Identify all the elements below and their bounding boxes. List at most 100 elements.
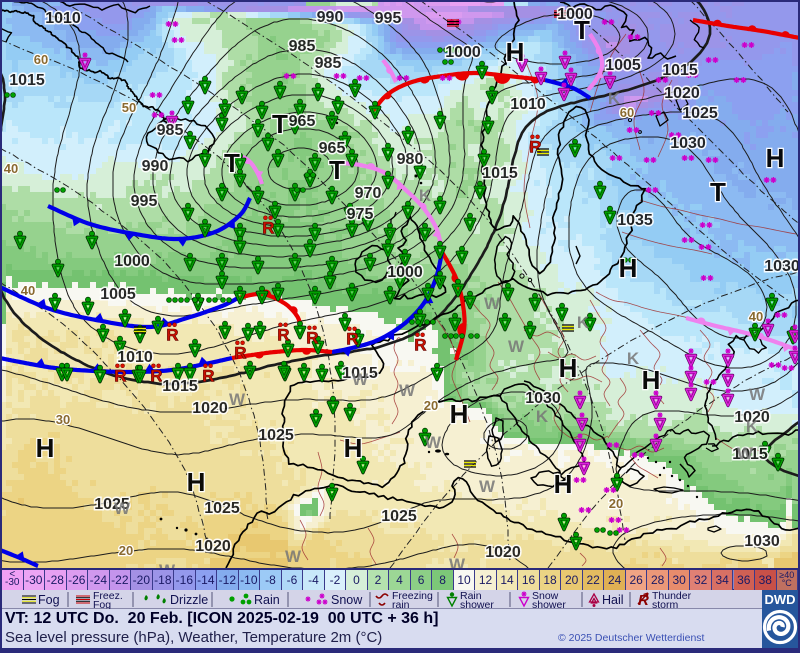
svg-text:40: 40 [21, 283, 35, 298]
svg-text:965: 965 [319, 140, 346, 157]
svg-text:1030: 1030 [670, 135, 706, 152]
svg-text:H: H [187, 467, 206, 497]
svg-text:40: 40 [749, 309, 763, 324]
svg-text:1020: 1020 [664, 85, 700, 102]
svg-text:Drizzle: Drizzle [170, 593, 208, 607]
svg-text:Rain: Rain [460, 590, 482, 602]
svg-text:985: 985 [157, 122, 184, 139]
svg-text:H: H [506, 37, 525, 67]
svg-text:1035: 1035 [617, 212, 653, 229]
svg-text:1025: 1025 [204, 500, 240, 517]
svg-text:1020: 1020 [195, 538, 231, 555]
svg-text:20: 20 [424, 398, 438, 413]
svg-text:1025: 1025 [94, 496, 130, 513]
svg-text:1015: 1015 [9, 72, 45, 89]
svg-text:Rain: Rain [254, 593, 280, 607]
svg-text:30: 30 [56, 412, 70, 427]
svg-text:985: 985 [315, 55, 342, 72]
svg-text:W: W [484, 294, 501, 313]
svg-text:Fog: Fog [93, 599, 111, 609]
svg-text:20: 20 [119, 543, 133, 558]
svg-text:Freez.: Freez. [93, 590, 123, 602]
svg-text:995: 995 [375, 10, 402, 27]
svg-text:T: T [224, 148, 240, 178]
svg-text:1015: 1015 [662, 62, 698, 79]
svg-text:Hail: Hail [602, 593, 624, 607]
svg-text:1015: 1015 [732, 446, 768, 463]
svg-text:K: K [627, 349, 640, 368]
svg-text:1010: 1010 [117, 349, 153, 366]
svg-text:K: K [746, 417, 759, 436]
svg-text:1015: 1015 [482, 165, 518, 182]
svg-text:40: 40 [4, 161, 18, 176]
svg-text:1030: 1030 [744, 533, 780, 550]
svg-text:H: H [36, 433, 55, 463]
svg-text:1030: 1030 [525, 390, 561, 407]
svg-text:1020: 1020 [192, 400, 228, 417]
svg-text:1020: 1020 [485, 544, 521, 561]
svg-text:W: W [399, 381, 416, 400]
svg-text:W: W [508, 337, 525, 356]
svg-text:H: H [559, 353, 578, 383]
svg-text:1000: 1000 [387, 264, 423, 281]
svg-text:H: H [619, 253, 638, 283]
svg-text:50: 50 [122, 100, 136, 115]
svg-text:Snow: Snow [532, 590, 559, 602]
svg-text:K: K [577, 313, 590, 332]
svg-text:H: H [344, 433, 363, 463]
svg-text:W: W [285, 547, 302, 566]
svg-text:975: 975 [347, 206, 374, 223]
svg-text:985: 985 [289, 38, 316, 55]
svg-text:990: 990 [317, 9, 344, 26]
svg-text:W: W [114, 499, 131, 518]
svg-text:H: H [554, 469, 573, 499]
svg-text:1000: 1000 [114, 253, 150, 270]
svg-text:shower: shower [532, 599, 566, 609]
svg-text:1000: 1000 [557, 6, 593, 23]
svg-text:1025: 1025 [258, 427, 294, 444]
svg-text:1030: 1030 [764, 258, 800, 275]
svg-text:1010: 1010 [45, 10, 81, 27]
svg-text:60: 60 [34, 52, 48, 67]
svg-text:W: W [425, 433, 442, 452]
svg-text:shower: shower [460, 599, 494, 609]
svg-text:W: W [352, 370, 369, 389]
svg-text:K: K [608, 89, 621, 108]
svg-text:T: T [574, 15, 590, 45]
svg-text:20: 20 [609, 496, 623, 511]
svg-text:Fog: Fog [38, 593, 60, 607]
svg-text:W: W [749, 385, 766, 404]
svg-text:995: 995 [131, 193, 158, 210]
svg-text:965: 965 [289, 113, 316, 130]
svg-text:T: T [272, 109, 288, 139]
svg-text:1015: 1015 [162, 378, 198, 395]
svg-text:1005: 1005 [605, 57, 641, 74]
svg-text:K: K [536, 407, 549, 426]
svg-text:1005: 1005 [100, 286, 136, 303]
svg-text:1020: 1020 [734, 409, 770, 426]
svg-text:W: W [479, 477, 496, 496]
svg-text:Snow: Snow [331, 593, 363, 607]
svg-text:W: W [229, 390, 246, 409]
svg-text:1010: 1010 [510, 96, 546, 113]
svg-text:rain: rain [392, 599, 410, 609]
svg-text:R: R [638, 592, 649, 609]
svg-text:Freezing: Freezing [392, 590, 433, 602]
svg-text:H: H [450, 399, 469, 429]
svg-text:T: T [710, 177, 726, 207]
svg-text:H: H [642, 365, 661, 395]
svg-text:980: 980 [397, 151, 424, 168]
svg-text:970: 970 [355, 185, 382, 202]
svg-text:H: H [766, 143, 785, 173]
svg-text:Thunder: Thunder [652, 590, 692, 602]
svg-text:T: T [329, 155, 345, 185]
svg-text:W: W [737, 444, 754, 463]
svg-text:W: W [159, 561, 176, 568]
svg-text:1025: 1025 [682, 105, 718, 122]
svg-text:1000: 1000 [445, 44, 481, 61]
svg-text:60: 60 [620, 105, 634, 120]
svg-text:K: K [419, 186, 432, 205]
svg-text:storm: storm [652, 599, 679, 609]
svg-text:990: 990 [142, 158, 169, 175]
svg-text:1025: 1025 [381, 508, 417, 525]
